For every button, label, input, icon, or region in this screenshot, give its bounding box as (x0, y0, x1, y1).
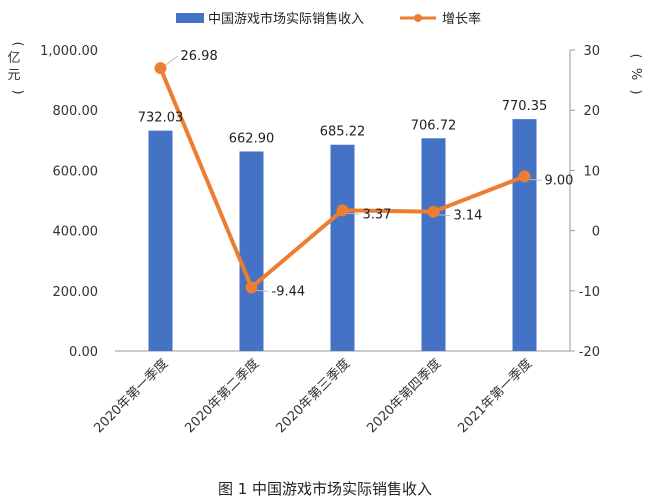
y-left-tick-label: 1,000.00 (40, 44, 98, 59)
line-series (154, 62, 531, 294)
bar (239, 151, 264, 351)
y-left-unit-paren-open: ( (10, 41, 25, 46)
bar-value-label: 732.03 (138, 111, 184, 126)
growth-point (518, 170, 531, 183)
y-left-unit: ( 亿 元 ) (7, 41, 25, 94)
line-label-leader (165, 55, 178, 66)
figure-caption: 图 1 中国游戏市场实际销售收入 (218, 480, 432, 498)
y-left-tick-label: 400.00 (53, 225, 99, 240)
category-label: 2020年第一季度 (91, 356, 172, 437)
category-label: 2020年第四季度 (364, 356, 445, 437)
growth-point (154, 62, 167, 75)
line-value-label: 9.00 (545, 173, 574, 188)
line-label-leader (347, 212, 360, 215)
y-left-tick-label: 200.00 (53, 285, 99, 300)
legend-label-revenue: 中国游戏市场实际销售收入 (208, 11, 364, 27)
legend-swatch-growth-marker (414, 14, 422, 22)
bar-value-label: 685.22 (320, 125, 366, 140)
growth-point (245, 281, 258, 294)
category-label: 2020年第三季度 (273, 356, 354, 437)
bar-value-label: 662.90 (229, 131, 275, 146)
y-left-unit-char-2: 元 (7, 68, 20, 83)
bar (512, 119, 537, 351)
bar (330, 144, 355, 351)
bar-value-label: 706.72 (411, 118, 457, 133)
y-right-tick-label: -10 (579, 285, 600, 300)
line-value-label: 3.14 (454, 209, 483, 224)
line-value-label: -9.44 (272, 284, 306, 299)
line-label-leader (438, 214, 451, 217)
y-right-unit-paren-close: ) (628, 89, 643, 94)
bar (421, 138, 446, 351)
y-right-unit-label: % (628, 68, 643, 80)
category-label: 2021年第一季度 (455, 356, 536, 437)
y-right-tick-label: 10 (583, 164, 600, 179)
y-left-unit-paren-close: ) (10, 89, 25, 94)
legend: 中国游戏市场实际销售收入 增长率 (176, 11, 481, 27)
y-right-unit: ( % ) (628, 53, 643, 94)
growth-point (427, 205, 440, 218)
data-labels: 732.03 662.90 685.22 706.72 770.35 26.98 -9.44… (138, 49, 574, 299)
y-right-tick-label: 20 (583, 104, 600, 119)
bar-series (148, 119, 537, 351)
line-value-label: 3.37 (363, 207, 392, 222)
y-right-tick-label: -20 (579, 345, 600, 360)
y-left-tick-label: 600.00 (53, 164, 99, 179)
line-label-leader (256, 289, 269, 292)
y-right-tick-label: 30 (583, 44, 600, 59)
y-left-tick-label: 800.00 (53, 104, 99, 119)
axes: 0.00 200.00 400.00 600.00 800.00 1,000.00 -20 -… (40, 44, 600, 360)
category-label: 2020年第二季度 (182, 356, 263, 437)
y-right-tick-label: 0 (592, 225, 600, 240)
y-right-unit-paren-open: ( (628, 53, 643, 58)
y-left-tick-label: 0.00 (69, 345, 98, 360)
bar-value-label: 770.35 (502, 99, 548, 114)
category-labels: 2020年第一季度 2020年第二季度 2020年第三季度 2020年第四季度 2021… (91, 356, 536, 437)
growth-point (336, 204, 349, 217)
y-left-unit-char-1: 亿 (7, 51, 20, 66)
bar (148, 130, 173, 351)
line-label-leader (529, 178, 542, 181)
legend-label-growth: 增长率 (442, 11, 481, 27)
legend-swatch-revenue (176, 13, 204, 23)
line-value-label: 26.98 (181, 49, 218, 64)
